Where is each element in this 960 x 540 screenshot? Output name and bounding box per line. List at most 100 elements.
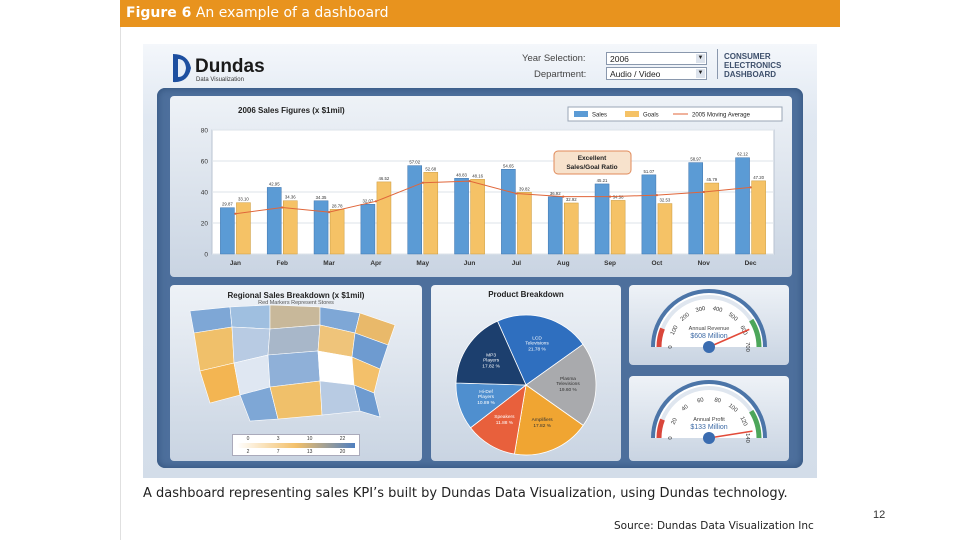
gauge-tick-label: 300 bbox=[695, 306, 706, 314]
x-tick-label: Jan bbox=[230, 260, 241, 267]
gauge-tick-label: 140 bbox=[744, 433, 750, 443]
sales-chart-panel: 0 20 40 60 80 2006 Sales Figures (x $1mil) 29.… bbox=[170, 96, 792, 277]
map-state bbox=[267, 350, 321, 388]
map-state bbox=[317, 350, 355, 386]
gauge-tick-label: 20 bbox=[671, 417, 679, 425]
x-tick-label: Mar bbox=[323, 260, 335, 267]
bar-goals bbox=[283, 200, 298, 255]
line-point bbox=[562, 195, 565, 198]
gauge-red-zone bbox=[656, 327, 665, 348]
pie-label: MP3 bbox=[486, 353, 496, 359]
bar-sales bbox=[266, 187, 282, 255]
data-label: 54.65 bbox=[503, 163, 514, 168]
pie-slice bbox=[513, 384, 584, 456]
gauge-green-zone bbox=[749, 409, 762, 439]
legend-label: 2005 Moving Average bbox=[692, 113, 751, 119]
gauge-tick-label: 0 bbox=[668, 345, 674, 348]
legend-bottom-label: 7 bbox=[276, 449, 280, 455]
gauge-tick-label: 0 bbox=[668, 436, 674, 439]
bar-sales bbox=[594, 183, 610, 255]
pie-value-label: 10.89 % bbox=[477, 400, 495, 406]
line-point bbox=[234, 212, 237, 215]
bar-goals bbox=[376, 181, 392, 255]
x-tick-label: Jul bbox=[512, 260, 522, 267]
pie-value-label: 21.78 % bbox=[528, 346, 546, 352]
gauge-tick-label: 80 bbox=[714, 397, 722, 404]
line-point bbox=[749, 186, 752, 189]
data-label: 57.02 bbox=[409, 160, 420, 165]
gauge-tick-label: 200 bbox=[680, 312, 691, 323]
data-label: 29.87 bbox=[222, 202, 233, 207]
pie-slice bbox=[455, 320, 527, 386]
x-tick-label: Apr bbox=[370, 260, 382, 267]
gauge-tick-label: 60 bbox=[697, 397, 705, 404]
legend-bottom-label: 2 bbox=[246, 449, 250, 455]
regional-sales-panel: Regional Sales Breakdown (x $1mil) Red M… bbox=[170, 285, 422, 461]
year-selection-label: Year Selection: bbox=[522, 53, 586, 64]
line-point bbox=[655, 194, 659, 197]
dundas-logo: Dundas Data Visualization bbox=[173, 54, 265, 83]
bar-goals bbox=[329, 209, 345, 255]
gauge-tick-label: 40 bbox=[681, 404, 690, 413]
data-label: 47.20 bbox=[753, 175, 764, 180]
gauge-tick-label: 100 bbox=[727, 403, 738, 414]
line-point bbox=[515, 192, 518, 195]
legend-bottom-label: 20 bbox=[339, 449, 346, 455]
gauge-green-zone bbox=[749, 318, 762, 348]
data-label: 34.58 bbox=[613, 194, 624, 199]
left-rule bbox=[120, 27, 121, 540]
bar-sales bbox=[407, 165, 422, 255]
bar-goals bbox=[470, 179, 485, 255]
figure-title-text: An example of a dashboard bbox=[195, 5, 389, 21]
y-tick-label: 40 bbox=[201, 190, 209, 197]
data-label: 45.79 bbox=[706, 177, 717, 182]
x-tick-label: Nov bbox=[698, 260, 711, 267]
pie-label: Amplifiers bbox=[532, 417, 554, 423]
legend-top-label: 0 bbox=[246, 436, 250, 442]
data-label: 34.36 bbox=[285, 195, 296, 200]
gauge-tick-label: 400 bbox=[712, 306, 723, 314]
x-tick-label: Jun bbox=[464, 260, 476, 267]
line-point bbox=[374, 200, 378, 203]
legend-label: Sales bbox=[592, 113, 607, 119]
gauge-tick-label: 600 bbox=[738, 325, 748, 336]
data-label: 32.92 bbox=[566, 197, 577, 202]
data-label: 39.82 bbox=[519, 186, 530, 191]
figure-label: Figure 6 bbox=[126, 5, 192, 21]
us-map bbox=[189, 304, 396, 422]
bar-sales bbox=[547, 196, 563, 255]
product-title: Product Breakdown bbox=[488, 290, 564, 299]
chevron-down-icon: ▼ bbox=[696, 54, 705, 63]
gauge-tick-label: 120 bbox=[738, 416, 748, 427]
year-selection-dropdown[interactable]: 2006 ▼ bbox=[606, 52, 707, 65]
legend-swatch-goals bbox=[625, 111, 639, 117]
data-label: 34.35 bbox=[316, 195, 327, 200]
bar-goals bbox=[610, 200, 626, 255]
y-tick-label: 80 bbox=[201, 128, 209, 135]
map-state bbox=[229, 304, 271, 330]
map-state bbox=[353, 384, 381, 418]
bar-goals bbox=[657, 203, 673, 255]
data-label: 45.21 bbox=[597, 178, 608, 183]
annotation-line: Sales/Goal Ratio bbox=[566, 164, 617, 171]
gauge-hub bbox=[703, 341, 715, 353]
x-tick-label: Aug bbox=[557, 260, 570, 267]
figure-caption: A dashboard representing sales KPI’s bui… bbox=[143, 486, 788, 501]
pie-slice bbox=[496, 314, 584, 386]
bar-sales bbox=[313, 200, 329, 255]
data-label: 48.83 bbox=[456, 172, 467, 177]
legend-top-label: 10 bbox=[306, 436, 313, 442]
gauge-tick-label: 500 bbox=[727, 312, 738, 323]
pie-label: Televisions bbox=[525, 340, 549, 346]
pie-label: LCD bbox=[532, 335, 542, 341]
sales-chart: 0 20 40 60 80 2006 Sales Figures (x $1mil) 29.… bbox=[201, 106, 783, 267]
map-state bbox=[267, 324, 321, 356]
data-label: 52.68 bbox=[425, 166, 436, 171]
legend-swatch-sales bbox=[574, 111, 588, 117]
x-tick-label: Sep bbox=[604, 260, 616, 267]
annotation-callout: Excellent Sales/Goal Ratio bbox=[553, 150, 632, 175]
gauge-label: Annual Profit bbox=[693, 417, 725, 423]
line-point bbox=[421, 181, 424, 184]
department-dropdown[interactable]: Audio / Video ▼ bbox=[606, 67, 707, 80]
